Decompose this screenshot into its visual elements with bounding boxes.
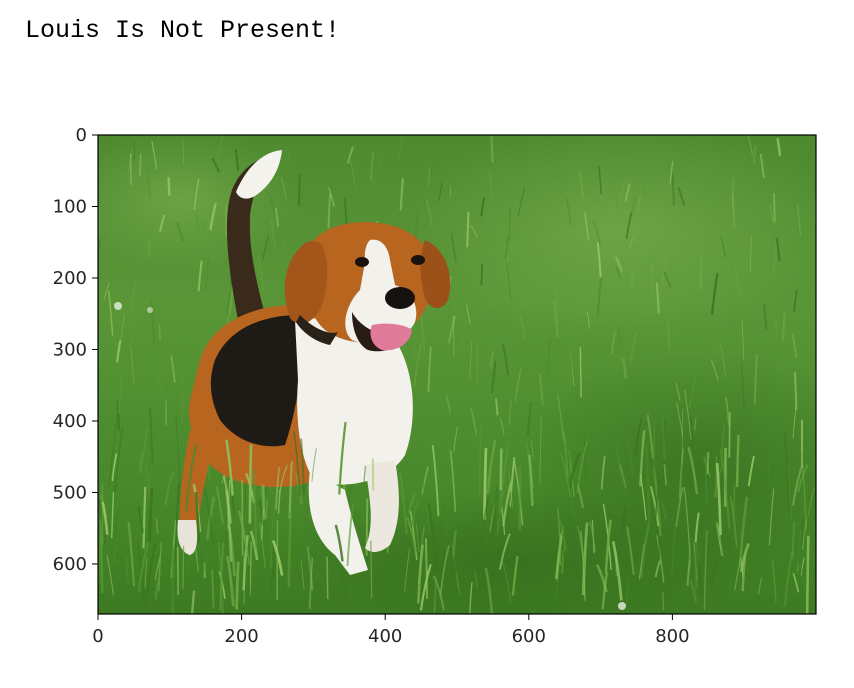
cell-output-text: Louis Is Not Present! xyxy=(25,16,341,45)
dog-tail xyxy=(226,158,268,330)
axes-frame xyxy=(97,134,817,615)
dog-ear-right xyxy=(420,240,451,309)
dog-tongue xyxy=(370,323,412,351)
y-axis: 0 100 200 300 400 500 600 xyxy=(53,125,98,575)
dog-eye-left xyxy=(355,257,369,267)
dog-chest xyxy=(295,318,413,485)
dog-saddle xyxy=(210,315,302,447)
y-tick-label: 300 xyxy=(53,339,87,360)
x-tick-label: 600 xyxy=(512,626,546,647)
x-tick-label: 400 xyxy=(368,626,402,647)
y-tick-label: 200 xyxy=(53,268,87,289)
dog-front-leg-left xyxy=(308,470,368,575)
dog-muzzle xyxy=(345,239,417,345)
y-tick-label: 0 xyxy=(76,125,87,146)
x-tick-label: 800 xyxy=(655,626,689,647)
x-tick-label: 0 xyxy=(92,626,103,647)
x-axis: 0 200 400 600 800 xyxy=(92,614,690,647)
dog-eye-right xyxy=(411,255,425,265)
grass-foreground xyxy=(98,413,810,614)
y-tick-label: 400 xyxy=(53,411,87,432)
x-tick-label: 200 xyxy=(224,626,258,647)
y-tick-label: 600 xyxy=(53,554,87,575)
y-tick-label: 500 xyxy=(53,482,87,503)
dog-tail-tip xyxy=(236,150,282,199)
y-tick-label: 100 xyxy=(53,196,87,217)
dog-nose xyxy=(385,287,415,309)
displayed-image xyxy=(98,135,816,614)
dog-ear-left xyxy=(284,240,328,324)
